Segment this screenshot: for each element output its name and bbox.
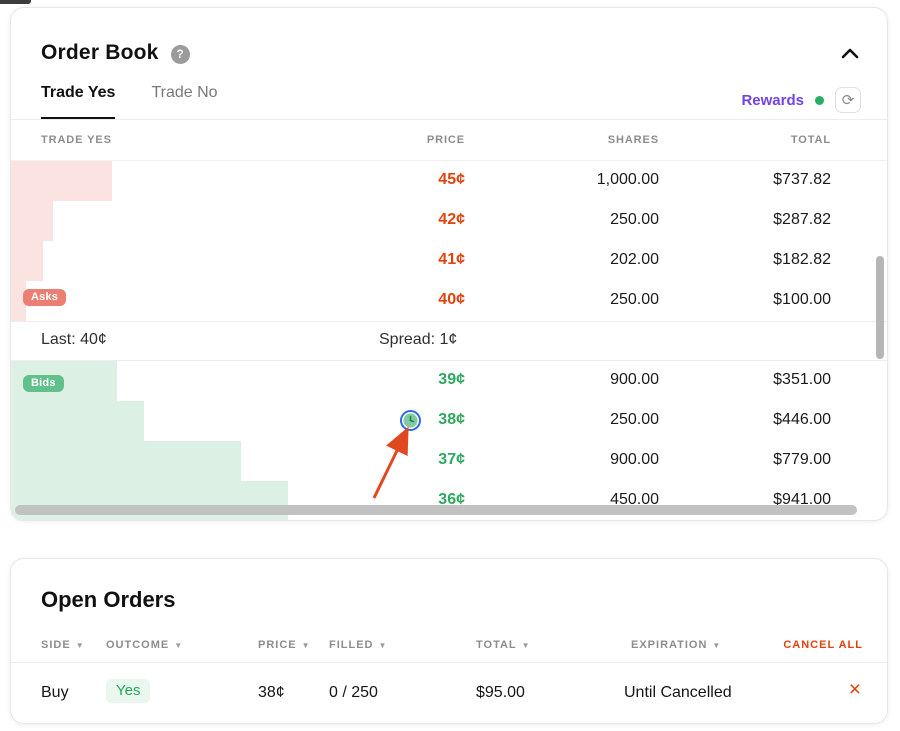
order-book-column-headers: TRADE YES PRICE SHARES TOTAL <box>11 120 887 161</box>
open-orders-title: Open Orders <box>41 587 176 612</box>
column-filled-sort[interactable]: FILLED ▼ <box>329 639 388 651</box>
bid-row[interactable]: 38¢ 250.00 $446.00 <box>11 401 887 441</box>
bid-depth-bar <box>11 401 144 441</box>
header-divider <box>11 119 887 120</box>
cancel-order-icon[interactable]: × <box>848 678 861 701</box>
spread-label: Spread: 1¢ <box>379 331 458 348</box>
bid-shares: 900.00 <box>610 371 659 388</box>
ask-depth-bar <box>11 201 53 241</box>
column-shares: SHARES <box>607 134 659 146</box>
ask-price: 41¢ <box>438 251 465 268</box>
ask-shares: 202.00 <box>610 251 659 268</box>
bid-depth-bar <box>11 441 241 481</box>
ask-depth-bar <box>11 161 112 201</box>
vertical-scrollbar[interactable] <box>876 256 884 359</box>
ask-total: $182.82 <box>773 251 831 268</box>
sort-caret-icon: ▼ <box>75 640 85 650</box>
sort-caret-icon: ▼ <box>521 640 531 650</box>
sort-caret-icon: ▼ <box>712 640 722 650</box>
rewards-status-dot <box>815 95 824 105</box>
order-book-title: Order Book <box>41 41 159 64</box>
sort-caret-icon: ▼ <box>174 640 184 650</box>
order-total: $95.00 <box>476 684 525 701</box>
ask-depth-bar <box>11 241 43 281</box>
bid-price: 38¢ <box>438 411 465 428</box>
order-filled: 0 / 250 <box>329 684 378 701</box>
order-side: Buy <box>41 684 69 701</box>
trade-tabs: Trade Yes Trade No <box>41 84 218 120</box>
order-book-panel: Order Book ? Trade Yes Trade No Rewards … <box>10 7 888 521</box>
bids-badge: Bids <box>23 375 64 392</box>
bid-total: $779.00 <box>773 451 831 468</box>
bid-row[interactable]: 37¢ 900.00 $779.00 <box>11 441 887 481</box>
ask-row[interactable]: 41¢ 202.00 $182.82 <box>11 241 887 281</box>
screen-edge-artifact <box>0 0 31 4</box>
column-total-sort[interactable]: TOTAL ▼ <box>476 639 531 651</box>
cancel-all-button[interactable]: CANCEL ALL <box>783 639 863 651</box>
order-expiration: Until Cancelled <box>624 684 732 701</box>
bid-price: 39¢ <box>438 371 465 388</box>
refresh-icon[interactable]: ⟳ <box>835 87 861 113</box>
ask-row[interactable]: 40¢ 250.00 $100.00 <box>11 281 887 321</box>
column-expiration-sort[interactable]: EXPIRATION ▼ <box>631 639 722 651</box>
ask-total: $100.00 <box>773 291 831 308</box>
open-orders-column-headers: SIDE ▼ OUTCOME ▼ PRICE ▼ FILLED ▼ TOTAL … <box>11 631 887 663</box>
bid-price: 37¢ <box>438 451 465 468</box>
bid-shares: 250.00 <box>610 411 659 428</box>
bid-total: $941.00 <box>773 491 831 508</box>
ask-price: 42¢ <box>438 211 465 228</box>
ask-total: $737.82 <box>773 171 831 188</box>
rewards-link[interactable]: Rewards <box>741 91 804 109</box>
bid-shares: 900.00 <box>610 451 659 468</box>
bid-total: $351.00 <box>773 371 831 388</box>
sort-caret-icon: ▼ <box>301 640 311 650</box>
ask-price: 45¢ <box>438 171 465 188</box>
tab-trade-no[interactable]: Trade No <box>151 84 218 101</box>
ask-row[interactable]: 45¢ 1,000.00 $737.82 <box>11 161 887 201</box>
ask-depth-bar <box>11 281 26 321</box>
order-price: 38¢ <box>258 684 285 701</box>
asks-badge: Asks <box>23 289 67 306</box>
open-order-clock-icon <box>400 410 421 431</box>
order-outcome-badge: Yes <box>106 679 151 703</box>
collapse-chevron-up-icon[interactable] <box>841 46 859 64</box>
bid-shares: 450.00 <box>610 491 659 508</box>
column-outcome-sort[interactable]: OUTCOME ▼ <box>106 639 184 651</box>
ask-shares: 250.00 <box>610 211 659 228</box>
column-trade-yes: TRADE YES <box>41 134 112 146</box>
bid-row[interactable]: 39¢ 900.00 $351.00 <box>11 361 887 401</box>
column-side-sort[interactable]: SIDE ▼ <box>41 639 85 651</box>
bid-total: $446.00 <box>773 411 831 428</box>
tab-trade-yes[interactable]: Trade Yes <box>41 84 116 120</box>
horizontal-scrollbar[interactable] <box>15 505 857 515</box>
order-book-rows: 45¢ 1,000.00 $737.82 42¢ 250.00 $287.82 … <box>11 161 887 520</box>
bid-row[interactable]: 36¢ 450.00 $941.00 <box>11 481 887 520</box>
bid-depth-bar <box>11 481 288 520</box>
ask-price: 40¢ <box>438 291 465 308</box>
sort-caret-icon: ▼ <box>378 640 388 650</box>
bid-price: 36¢ <box>438 491 465 508</box>
ask-shares: 250.00 <box>610 291 659 308</box>
column-price-sort[interactable]: PRICE ▼ <box>258 639 311 651</box>
open-order-row: Buy Yes 38¢ 0 / 250 $95.00 Until Cancell… <box>11 663 887 723</box>
ask-shares: 1,000.00 <box>596 171 659 188</box>
ask-row[interactable]: 42¢ 250.00 $287.82 <box>11 201 887 241</box>
last-spread-row: Last: 40¢ Spread: 1¢ <box>11 321 887 361</box>
last-price-label: Last: 40¢ <box>41 331 107 348</box>
open-orders-panel: Open Orders SIDE ▼ OUTCOME ▼ PRICE ▼ FIL… <box>10 558 888 724</box>
ask-total: $287.82 <box>773 211 831 228</box>
column-price: PRICE <box>426 134 465 146</box>
column-total: TOTAL <box>790 134 831 146</box>
help-icon[interactable]: ? <box>170 44 190 64</box>
